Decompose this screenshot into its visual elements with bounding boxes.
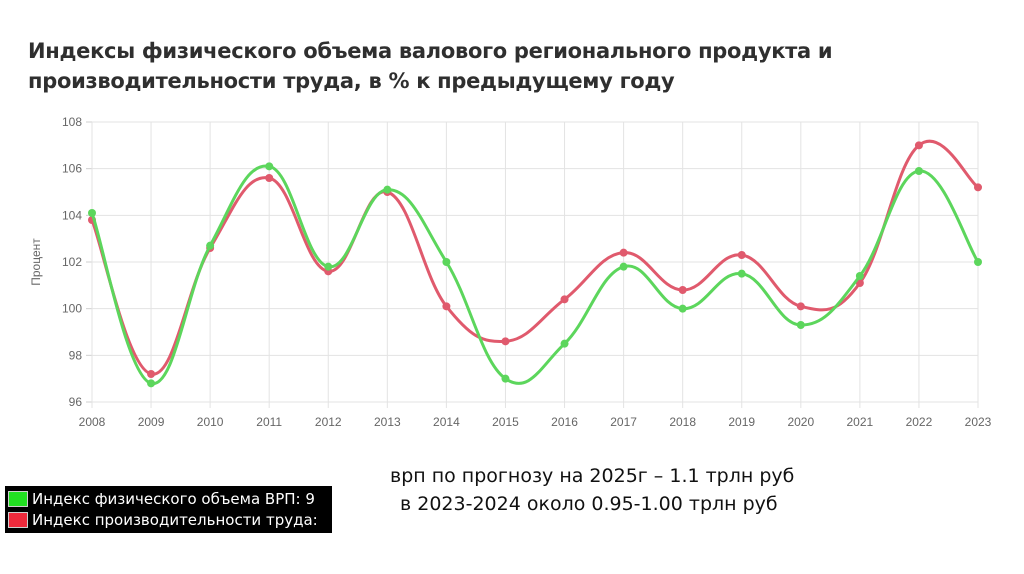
series-grp-point[interactable]: [737, 269, 746, 278]
y-tick-label: 106: [62, 162, 82, 176]
chart-grid: [86, 121, 979, 408]
series-grp-point[interactable]: [974, 258, 982, 266]
forecast-note-line-2: в 2023-2024 около 0.95-1.00 трлн руб: [400, 493, 778, 515]
y-tick-label: 104: [62, 208, 82, 222]
legend-item-productivity[interactable]: Индекс производительности труда:: [8, 511, 318, 529]
x-tick-label: 2022: [906, 415, 933, 429]
x-tick-label: 2014: [433, 415, 460, 429]
x-tick-label: 2009: [138, 415, 165, 429]
series-grp-point[interactable]: [206, 241, 215, 250]
series-grp-point[interactable]: [796, 321, 805, 329]
y-tick-label: 96: [69, 395, 83, 409]
x-axis-ticks: 2008 2009 2010 2011 2012 2013 2014 2015 2016 2017…: [79, 415, 992, 429]
series-productivity: [88, 139, 982, 378]
x-tick-label: 2018: [669, 415, 696, 429]
series-productivity-point[interactable]: [974, 183, 982, 192]
series-grp-point[interactable]: [855, 272, 864, 280]
y-axis-label: Процент: [29, 238, 43, 286]
x-tick-label: 2021: [847, 415, 874, 429]
legend-swatch-productivity: [8, 512, 28, 528]
series-grp: [88, 162, 982, 388]
y-axis-ticks: 96 98 100 102 104 106 108: [62, 115, 82, 409]
x-tick-label: 2017: [610, 415, 637, 429]
x-tick-label: 2015: [492, 415, 519, 429]
x-tick-label: 2011: [256, 415, 282, 429]
series-productivity-point[interactable]: [678, 286, 687, 294]
series-productivity-line: [90, 139, 980, 376]
y-tick-label: 98: [69, 348, 83, 362]
series-grp-point[interactable]: [383, 185, 392, 194]
series-grp-point[interactable]: [265, 162, 274, 171]
x-tick-label: 2013: [374, 415, 401, 429]
x-tick-label: 2016: [551, 415, 578, 429]
forecast-note-line-1: врп по прогнозу на 2025г – 1.1 трлн руб: [390, 465, 795, 487]
y-tick-label: 108: [62, 115, 82, 129]
series-grp-line: [90, 164, 980, 385]
series-grp-point[interactable]: [619, 262, 628, 271]
series-productivity-point[interactable]: [265, 174, 274, 182]
series-grp-point[interactable]: [88, 209, 96, 217]
series-grp-point[interactable]: [324, 262, 333, 271]
line-chart: 96 98 100 102 104 106 108 2008 2009 2010 2011 2012…: [29, 115, 992, 429]
series-productivity-point[interactable]: [442, 302, 451, 311]
series-productivity-point[interactable]: [147, 370, 156, 378]
chart-title: Индексы физического объема валового реги…: [28, 39, 833, 93]
series-grp-point[interactable]: [442, 258, 451, 266]
series-productivity-point[interactable]: [796, 302, 805, 311]
series-productivity-point[interactable]: [560, 295, 569, 304]
x-tick-label: 2019: [728, 415, 755, 429]
y-tick-label: 102: [62, 255, 82, 269]
forecast-note: врп по прогнозу на 2025г – 1.1 трлн руб …: [390, 462, 830, 518]
series-grp-point[interactable]: [678, 304, 687, 313]
x-tick-label: 2020: [787, 415, 814, 429]
chart-legend: Индекс физического объема ВРП: 9 Индекс …: [5, 486, 332, 533]
chart-series: [88, 139, 982, 388]
series-productivity-point[interactable]: [914, 141, 923, 150]
series-grp-point[interactable]: [147, 379, 156, 388]
x-tick-label: 2010: [197, 415, 224, 429]
series-productivity-point[interactable]: [501, 337, 510, 346]
legend-label-productivity: Индекс производительности труда:: [32, 511, 318, 529]
legend-label-grp: Индекс физического объема ВРП: 9: [32, 490, 315, 508]
x-tick-label: 2023: [965, 415, 992, 429]
x-tick-label: 2008: [79, 415, 106, 429]
y-tick-label: 100: [62, 302, 82, 316]
legend-item-grp[interactable]: Индекс физического объема ВРП: 9: [8, 490, 315, 508]
series-grp-point[interactable]: [914, 167, 923, 175]
series-productivity-point[interactable]: [737, 251, 746, 259]
series-grp-point[interactable]: [560, 339, 569, 348]
legend-swatch-grp: [8, 491, 28, 507]
x-tick-label: 2012: [315, 415, 342, 429]
series-productivity-point[interactable]: [619, 248, 628, 257]
series-grp-point[interactable]: [501, 374, 510, 383]
